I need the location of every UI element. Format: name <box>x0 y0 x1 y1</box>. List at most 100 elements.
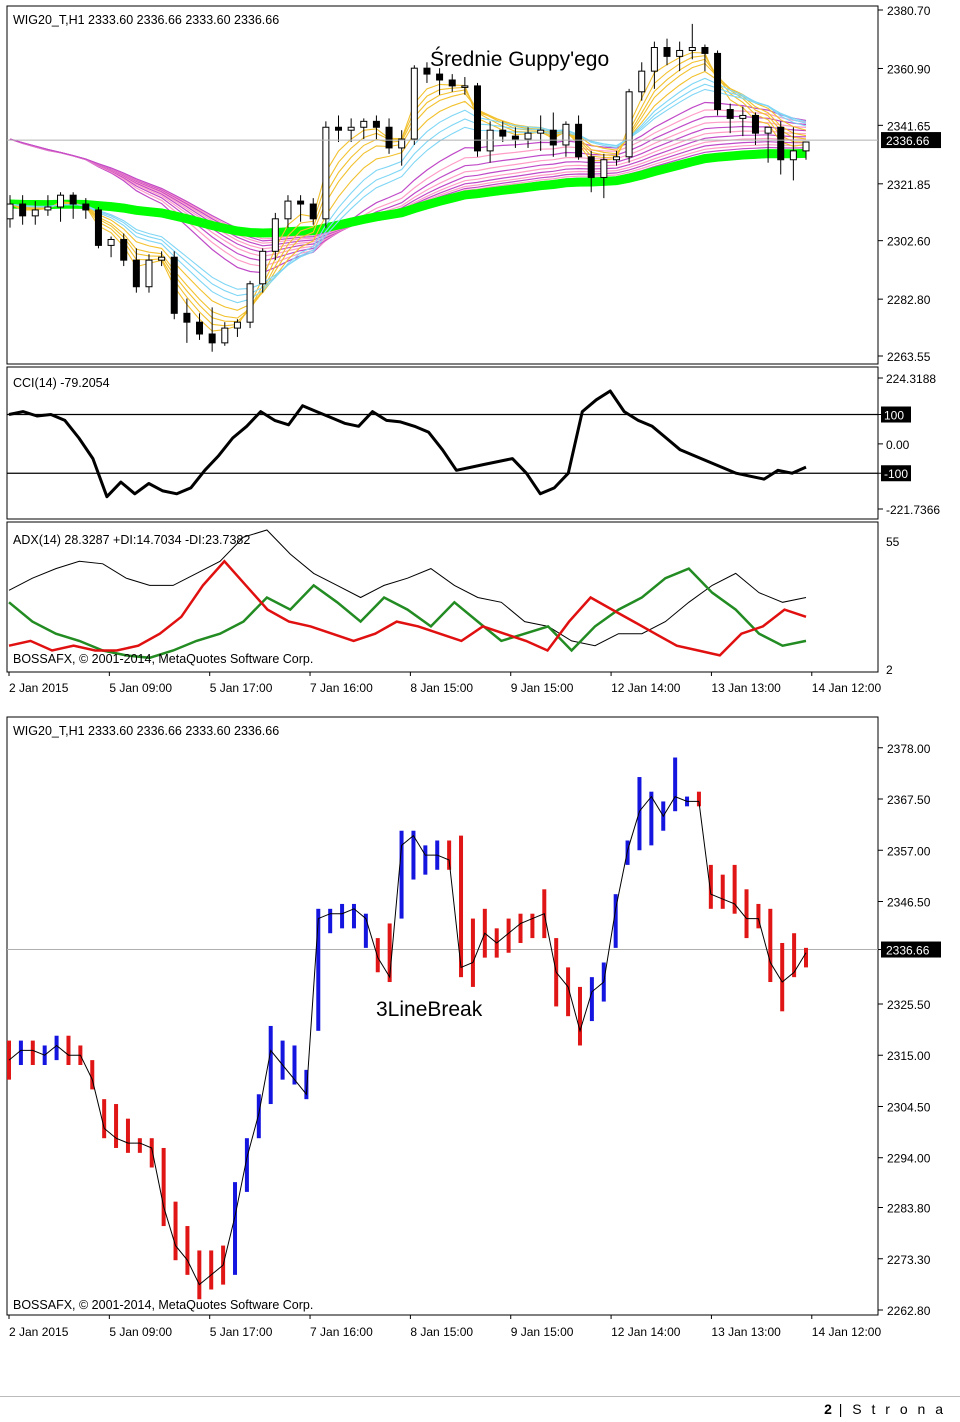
candle-body <box>638 70 646 93</box>
candle-body <box>714 52 722 111</box>
candle-body <box>309 203 317 220</box>
x-tick-label: 5 Jan 09:00 <box>109 681 172 695</box>
candle-body <box>511 135 519 140</box>
x-tick-label: 13 Jan 13:00 <box>711 681 781 695</box>
short-ma-line <box>9 58 807 323</box>
candle-body <box>448 79 456 87</box>
candle-body <box>802 141 810 152</box>
y-tick-label: 2262.80 <box>887 1304 931 1318</box>
ma-band <box>9 148 807 238</box>
candles <box>6 23 810 352</box>
long-ma-line <box>9 121 807 257</box>
level-label-box <box>881 465 911 482</box>
cci-line <box>8 389 807 499</box>
linebreak-bar <box>708 864 713 909</box>
linebreak-bar <box>768 908 773 983</box>
candle-body <box>145 259 153 288</box>
price-label-box <box>881 132 941 149</box>
linebreak-bar <box>185 1226 190 1275</box>
x-tick-label: 2 Jan 2015 <box>9 1325 69 1339</box>
y-tick-label: 2273.30 <box>887 1253 931 1267</box>
candle-body <box>183 312 191 323</box>
linebreak-bar <box>732 864 737 914</box>
x-tick-label: 14 Jan 12:00 <box>812 681 882 695</box>
linebreak-bar <box>792 933 797 978</box>
linebreak-axis: 2378.00 2367.50 2357.00 2346.50 2336.66 2325.… <box>878 742 941 1318</box>
adx-axis: 55 2 <box>886 535 900 677</box>
linebreak-bar <box>316 908 321 1031</box>
x-tick-label: 7 Jan 16:00 <box>310 681 373 695</box>
linebreak-bar <box>149 1138 154 1168</box>
price-panel-header: WIG20_T,H1 2333.60 2336.66 2333.60 2336.… <box>13 13 279 27</box>
short-ma-line <box>9 55 807 327</box>
x-tick-label: 12 Jan 14:00 <box>611 681 681 695</box>
level-label: 100 <box>884 409 904 423</box>
candle-body <box>739 114 747 119</box>
level-label: -100 <box>884 467 908 481</box>
linebreak-bar <box>804 947 808 968</box>
y-tick-label: 2283.80 <box>887 1202 931 1216</box>
linebreak-bar <box>470 918 475 987</box>
candle-body <box>158 256 166 261</box>
y-tick-label: 2321.85 <box>887 178 931 192</box>
candle-body <box>297 200 305 205</box>
candle-body <box>726 109 734 119</box>
candle-body <box>44 206 52 211</box>
candle-body <box>322 126 330 220</box>
candle-body <box>524 132 532 140</box>
candle-body <box>423 67 431 75</box>
linebreak-bar <box>423 845 428 875</box>
linebreak-bar <box>506 918 511 953</box>
y-tick-label: 55 <box>886 535 900 549</box>
linebreak-bar <box>387 923 392 983</box>
candle-body <box>107 238 115 246</box>
candle-body <box>600 159 608 178</box>
y-tick-label: 2357.00 <box>887 844 931 858</box>
linebreak-bar <box>637 777 642 851</box>
price-axis: 2380.70 2360.90 2341.65 2321.85 2302.60 2282.… <box>878 4 941 364</box>
time-axis-top: 2 Jan 2015 5 Jan 09:00 5 Jan 17:00 7 Jan 16… <box>8 672 882 695</box>
x-tick-label: 9 Jan 15:00 <box>511 681 574 695</box>
page-word: S t r o n a <box>852 1401 946 1417</box>
linebreak-bar <box>66 1035 71 1065</box>
x-tick-label: 12 Jan 14:00 <box>611 1325 681 1339</box>
linebreak-watermark: BOSSAFX, © 2001-2014, MetaQuotes Softwar… <box>13 1298 313 1312</box>
y-tick-label: 2341.65 <box>887 119 931 133</box>
candle-body <box>221 327 229 344</box>
linebreak-bar <box>233 1182 238 1275</box>
y-tick-label: 2294.00 <box>887 1152 931 1166</box>
linebreak-bar <box>756 903 761 929</box>
price-label-box <box>881 941 941 958</box>
linebreak-bar <box>340 903 345 929</box>
candle-body <box>461 85 469 88</box>
candle-body <box>385 126 393 149</box>
linebreak-bar <box>197 1250 202 1300</box>
close-line <box>8 795 807 1286</box>
linebreak-bar <box>447 840 452 870</box>
guppy-annotation: Średnie Guppy'ego <box>430 47 609 71</box>
candle-body <box>120 238 128 261</box>
linebreak-bar <box>780 942 785 1012</box>
page-footer: 2 | S t r o n a <box>0 1396 960 1422</box>
linebreak-bar <box>649 791 654 846</box>
y-tick-label: 2304.50 <box>887 1100 931 1114</box>
candle-body <box>6 203 14 220</box>
candle-body <box>789 150 797 161</box>
x-tick-label: 5 Jan 09:00 <box>109 1325 172 1339</box>
candle-body <box>246 283 254 323</box>
y-tick-label: 2263.55 <box>887 350 931 364</box>
y-tick-label: 2346.50 <box>887 895 931 909</box>
candle-body <box>764 126 772 134</box>
linebreak-header: WIG20_T,H1 2333.60 2336.66 2333.60 2336.… <box>13 724 279 738</box>
linebreak-bar <box>613 894 618 948</box>
linebreak-bar <box>589 977 594 1022</box>
x-tick-label: 2 Jan 2015 <box>9 681 69 695</box>
long-ma-line <box>9 109 807 267</box>
candle-body <box>31 209 39 217</box>
candle-body <box>398 138 406 149</box>
linebreak-bar <box>102 1099 107 1139</box>
linebreak-bar <box>375 938 380 973</box>
short-ma-line <box>9 88 807 290</box>
x-tick-label: 8 Jan 15:00 <box>410 681 473 695</box>
linebreak-bar <box>720 874 725 909</box>
